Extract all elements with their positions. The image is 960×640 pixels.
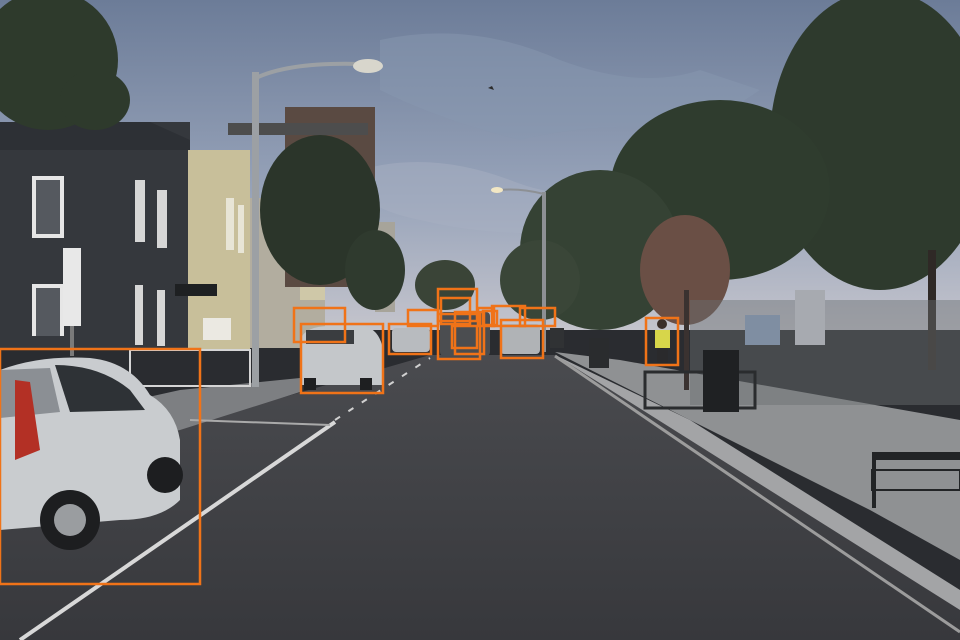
bbox-pedestrian [644,316,680,367]
bbox-car [436,312,482,361]
bbox-car [387,322,433,356]
detection-boxes [0,287,680,586]
white-picket-fence [129,349,251,387]
bbox-car [518,306,557,328]
parking-sign [63,248,81,326]
bbox-car [490,304,527,328]
bbox-car [450,324,479,350]
lane-line-left [18,420,337,640]
bbox-car [499,318,545,360]
bbox-car [453,310,486,356]
parked-suv [300,326,382,390]
iron-railing [872,452,960,460]
parked-hatchback [0,357,183,550]
lane-dashes [334,357,431,421]
bbox-car [292,306,347,344]
bird [488,86,494,90]
tree-left-middle [260,135,380,285]
right-sidewalk [555,352,960,560]
trash-can [703,350,739,412]
distant-car [392,328,430,352]
street-light-pole-left [252,72,259,387]
bbox-car [0,347,202,586]
bbox-car [299,322,385,395]
bbox-truck [436,287,479,323]
street-light-lamp-left [353,59,383,73]
pedestrian [655,319,670,363]
road [0,355,960,640]
bbox-car [481,309,499,327]
red-leaf-tree [640,215,730,325]
